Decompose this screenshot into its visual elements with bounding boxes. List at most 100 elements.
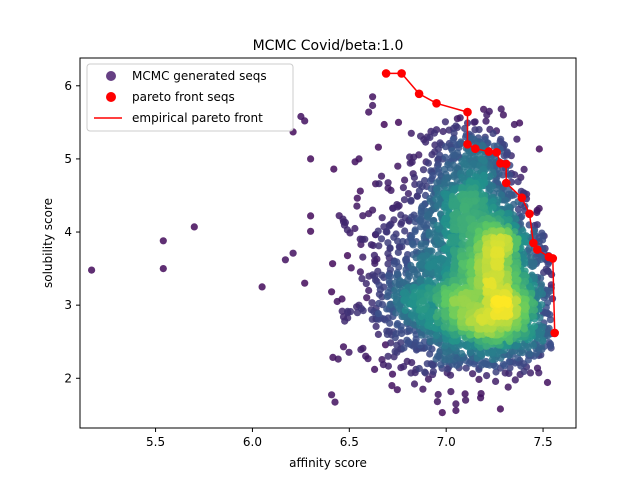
mcmc-point <box>497 209 505 217</box>
mcmc-point <box>377 235 386 243</box>
mcmc-point <box>307 227 315 235</box>
mcmc-point <box>439 127 447 136</box>
mcmc-point <box>384 362 392 370</box>
pareto-point <box>484 147 494 156</box>
mcmc-point <box>394 320 402 328</box>
mcmc-point <box>441 356 449 364</box>
mcmc-point <box>488 331 496 339</box>
mcmc-point <box>457 138 465 146</box>
mcmc-point <box>355 155 363 163</box>
mcmc-point <box>385 221 394 229</box>
mcmc-point <box>390 260 398 268</box>
mcmc-point <box>497 135 505 143</box>
mcmc-point <box>441 289 450 297</box>
mcmc-point <box>399 289 407 297</box>
mcmc-point <box>385 292 393 300</box>
mcmc-point <box>378 214 386 222</box>
density-layer <box>88 93 557 417</box>
mcmc-point <box>496 249 504 257</box>
mcmc-point <box>384 184 392 192</box>
mcmc-point <box>365 286 373 295</box>
mcmc-point <box>462 161 470 169</box>
mcmc-point <box>503 151 511 159</box>
mcmc-point <box>501 369 509 377</box>
mcmc-point <box>440 300 448 308</box>
mcmc-point <box>289 249 297 257</box>
mcmc-point <box>481 257 489 265</box>
mcmc-point <box>441 153 449 161</box>
mcmc-point <box>534 334 542 342</box>
legend: MCMC generated seqs pareto front seqs em… <box>86 63 294 132</box>
mcmc-point <box>301 117 309 125</box>
mcmc-point <box>504 383 512 391</box>
mcmc-point <box>374 143 382 151</box>
mcmc-point <box>496 271 505 280</box>
mcmc-point <box>375 180 383 188</box>
mcmc-point <box>469 160 478 168</box>
pareto-point <box>533 245 542 254</box>
x-tick-label: 5.5 <box>146 435 165 449</box>
legend-label-mcmc: MCMC generated seqs <box>132 69 267 83</box>
mcmc-point <box>440 245 448 253</box>
mcmc-point <box>425 228 433 236</box>
mcmc-point <box>397 339 405 347</box>
mcmc-point <box>469 370 477 378</box>
mcmc-point <box>329 260 337 268</box>
mcmc-point <box>281 256 289 264</box>
mcmc-point <box>447 141 455 149</box>
mcmc-point <box>506 364 514 372</box>
mcmc-point <box>424 321 432 329</box>
mcmc-point <box>388 382 396 390</box>
mcmc-point <box>479 317 487 325</box>
mcmc-point <box>511 271 519 279</box>
mcmc-point <box>446 371 455 379</box>
mcmc-point <box>527 254 535 262</box>
mcmc-point <box>518 349 527 357</box>
mcmc-point <box>513 135 521 143</box>
mcmc-point <box>488 355 496 364</box>
mcmc-point <box>471 126 479 134</box>
mcmc-point <box>470 118 478 126</box>
mcmc-point <box>88 266 96 274</box>
mcmc-point <box>462 396 470 404</box>
mcmc-point <box>384 179 392 187</box>
mcmc-point <box>371 257 379 265</box>
mcmc-point <box>411 227 419 235</box>
mcmc-point <box>474 227 483 235</box>
mcmc-point <box>497 105 505 113</box>
mcmc-point <box>451 312 459 320</box>
mcmc-point <box>388 370 397 378</box>
mcmc-point <box>492 368 500 376</box>
mcmc-point <box>475 375 483 383</box>
mcmc-point <box>432 195 440 203</box>
mcmc-point <box>538 253 546 261</box>
y-tick-label: 6 <box>64 79 72 93</box>
mcmc-point <box>383 228 391 236</box>
mcmc-point <box>404 190 412 198</box>
x-tick-label: 7.0 <box>437 435 456 449</box>
mcmc-point <box>441 118 449 126</box>
legend-label-pareto-line: empirical pareto front <box>132 111 263 125</box>
mcmc-point <box>471 197 479 205</box>
mcmc-point <box>415 364 423 373</box>
pareto-point <box>492 148 501 157</box>
mcmc-point <box>514 205 523 213</box>
legend-swatch-mcmc <box>106 71 116 81</box>
mcmc-point <box>491 263 499 271</box>
mcmc-point <box>461 390 469 398</box>
mcmc-point <box>436 239 444 247</box>
mcmc-point <box>374 227 382 235</box>
mcmc-point <box>345 348 353 356</box>
mcmc-point <box>328 288 336 296</box>
mcmc-point <box>482 342 490 350</box>
mcmc-point <box>466 239 474 247</box>
pareto-point <box>463 107 472 117</box>
mcmc-point <box>458 233 466 241</box>
mcmc-point <box>344 314 352 322</box>
mcmc-point <box>359 212 367 220</box>
mcmc-point <box>258 283 266 291</box>
mcmc-point <box>301 279 309 287</box>
mcmc-point <box>394 248 402 256</box>
mcmc-point <box>333 297 341 306</box>
